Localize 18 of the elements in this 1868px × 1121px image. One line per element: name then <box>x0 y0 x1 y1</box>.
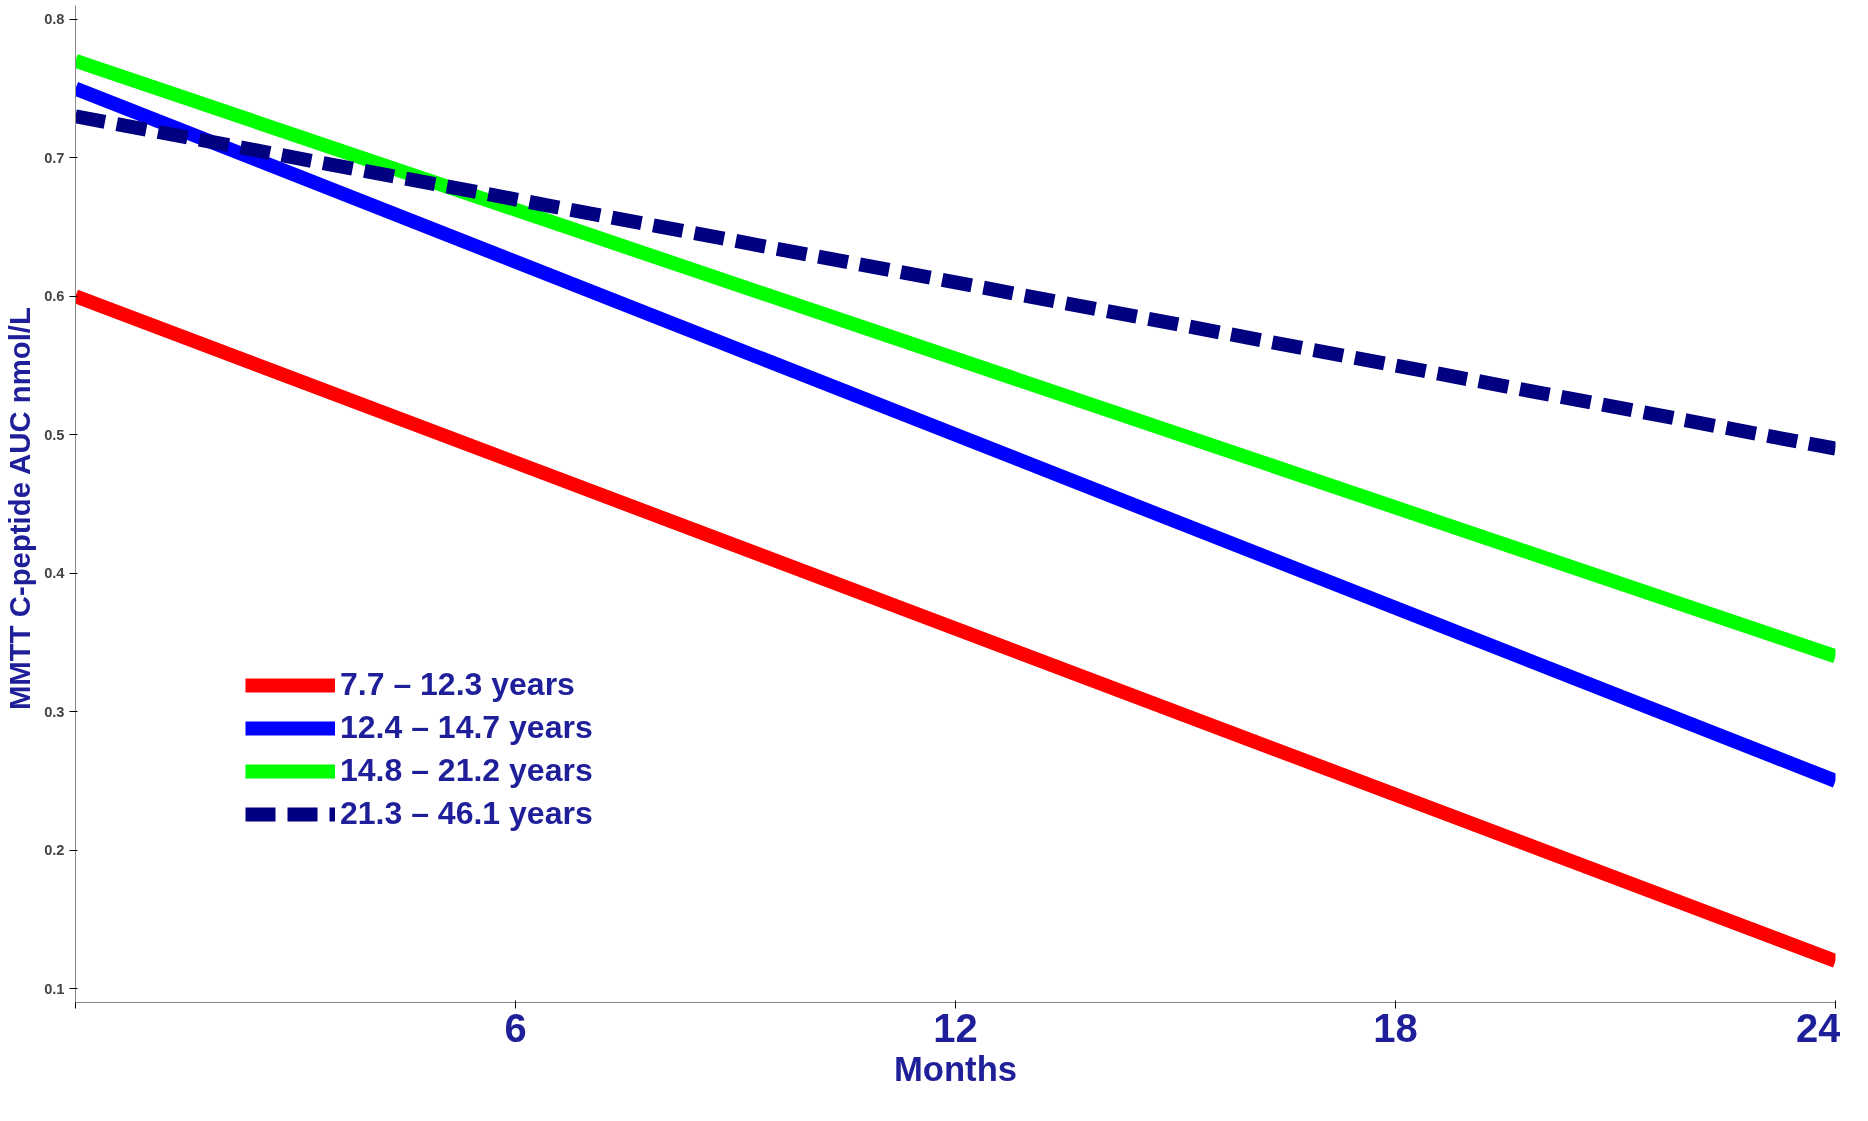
x-tick-label: 6 <box>504 1005 527 1050</box>
y-tick-label: 0.8 <box>44 11 65 28</box>
y-tick-label: 0.3 <box>44 703 65 720</box>
x-tick-label: 18 <box>1373 1005 1418 1050</box>
y-tick-label: 0.7 <box>44 149 65 166</box>
y-tick-label: 0.5 <box>44 426 65 443</box>
legend-label: 21.3 – 46.1 years <box>340 795 593 832</box>
x-tick-label: 24 <box>1796 1005 1842 1050</box>
y-tick-label: 0.4 <box>44 565 66 582</box>
legend-label: 12.4 – 14.7 years <box>340 709 593 746</box>
y-axis-title: MMTT C-peptide AUC nmol/L <box>3 307 37 711</box>
y-tick-label: 0.2 <box>44 842 65 859</box>
y-tick-label: 0.1 <box>44 980 65 997</box>
y-tick-label: 0.6 <box>44 288 65 305</box>
legend-label: 14.8 – 21.2 years <box>340 752 593 789</box>
x-axis-title: Months <box>893 1049 1018 1088</box>
legend-label: 7.7 – 12.3 years <box>340 666 575 703</box>
x-tick-label: 12 <box>933 1005 978 1050</box>
